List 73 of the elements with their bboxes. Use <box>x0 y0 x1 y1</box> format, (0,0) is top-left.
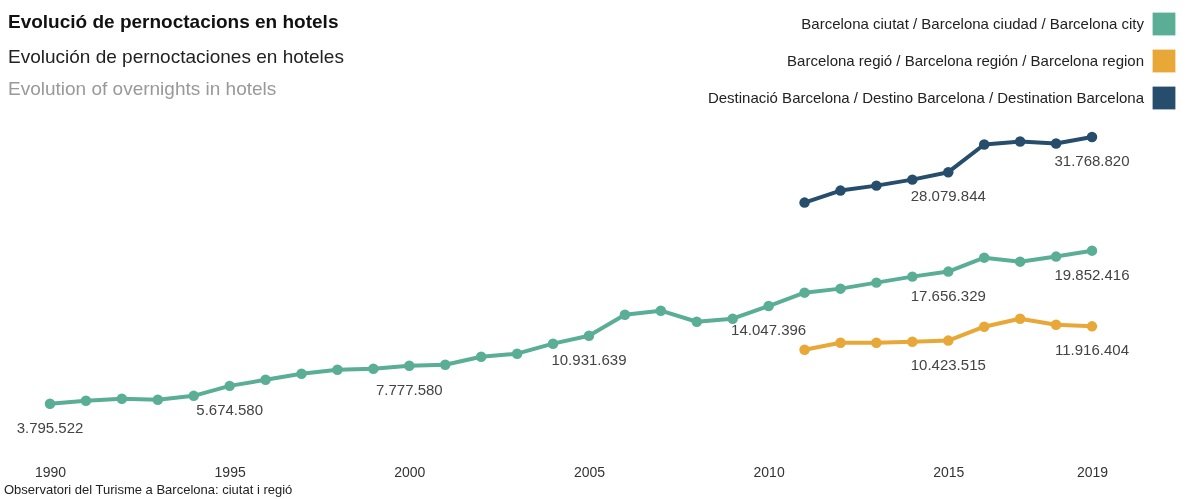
point <box>404 360 415 372</box>
point <box>835 185 846 196</box>
point <box>619 309 631 320</box>
point <box>763 300 774 312</box>
point <box>116 393 128 405</box>
data-label: 31.768.820 <box>1054 152 1130 169</box>
point <box>799 197 810 208</box>
point <box>583 330 595 341</box>
point <box>799 287 810 298</box>
point <box>727 313 738 324</box>
point <box>871 180 882 191</box>
x-tick-label: 2015 <box>933 463 965 480</box>
point <box>978 139 990 150</box>
x-tick-label: 1990 <box>34 463 67 480</box>
point <box>835 283 846 294</box>
point <box>224 380 235 392</box>
point <box>655 305 667 316</box>
x-tick-label: 2019 <box>1076 463 1109 480</box>
data-label: 10.931.639 <box>551 350 627 368</box>
data-label: 28.079.844 <box>910 187 986 205</box>
point <box>1014 256 1026 267</box>
point <box>440 359 451 370</box>
data-label: 17.656.329 <box>910 286 986 304</box>
data-label: 14.047.396 <box>731 321 807 339</box>
point <box>475 351 487 362</box>
point <box>80 395 92 407</box>
point <box>511 348 523 359</box>
point <box>799 344 810 356</box>
point <box>907 336 918 347</box>
point <box>368 363 379 374</box>
point <box>547 338 559 349</box>
point <box>296 368 307 379</box>
point <box>978 252 990 263</box>
chart-title: Evolució de pernoctacions en hotels <box>8 11 339 32</box>
point <box>691 316 702 327</box>
data-label: 11.916.404 <box>1055 341 1129 359</box>
legend-label: Barcelona regió / Barcelona región / Barcelona region <box>787 52 1144 69</box>
point <box>943 335 954 346</box>
point <box>943 266 954 277</box>
x-tick-label: 1995 <box>214 463 246 480</box>
point <box>1086 245 1098 256</box>
point <box>978 321 990 332</box>
point <box>943 166 954 178</box>
point <box>1014 136 1026 147</box>
x-tick-label: 2005 <box>573 463 606 480</box>
x-tick-label: 2010 <box>753 463 785 480</box>
legend-label: Destinació Barcelona / Destino Barcelona / Destination Barcelona <box>707 89 1145 106</box>
point <box>1014 313 1026 324</box>
text: Observatori del Turisme a Barcelona: ciutat i regió <box>4 482 293 497</box>
legend-label: Barcelona ciutat / Barcelona ciudad / Barcelona city <box>801 15 1145 32</box>
point <box>1086 131 1098 143</box>
point <box>1086 321 1098 332</box>
point <box>871 277 882 288</box>
data-label: 5.674.580 <box>196 400 264 418</box>
point <box>835 337 846 349</box>
text: Evolución de pernoctaciones en hoteles <box>8 46 344 67</box>
point <box>1050 251 1062 262</box>
data-label: 10.423.515 <box>910 355 986 373</box>
point <box>44 398 56 410</box>
data-label: 7.777.580 <box>375 380 443 398</box>
data-label: 3.795.522 <box>16 418 84 436</box>
point <box>152 394 164 405</box>
point <box>1050 138 1062 149</box>
point <box>907 271 918 282</box>
text: Evolution of overnights in hotels <box>8 78 277 99</box>
point <box>871 337 882 349</box>
point <box>907 174 918 185</box>
point <box>188 390 199 402</box>
x-tick-label: 2000 <box>394 463 426 480</box>
point <box>260 374 271 386</box>
point <box>1050 319 1062 330</box>
point <box>332 364 343 375</box>
data-label: 19.852.416 <box>1054 265 1130 283</box>
